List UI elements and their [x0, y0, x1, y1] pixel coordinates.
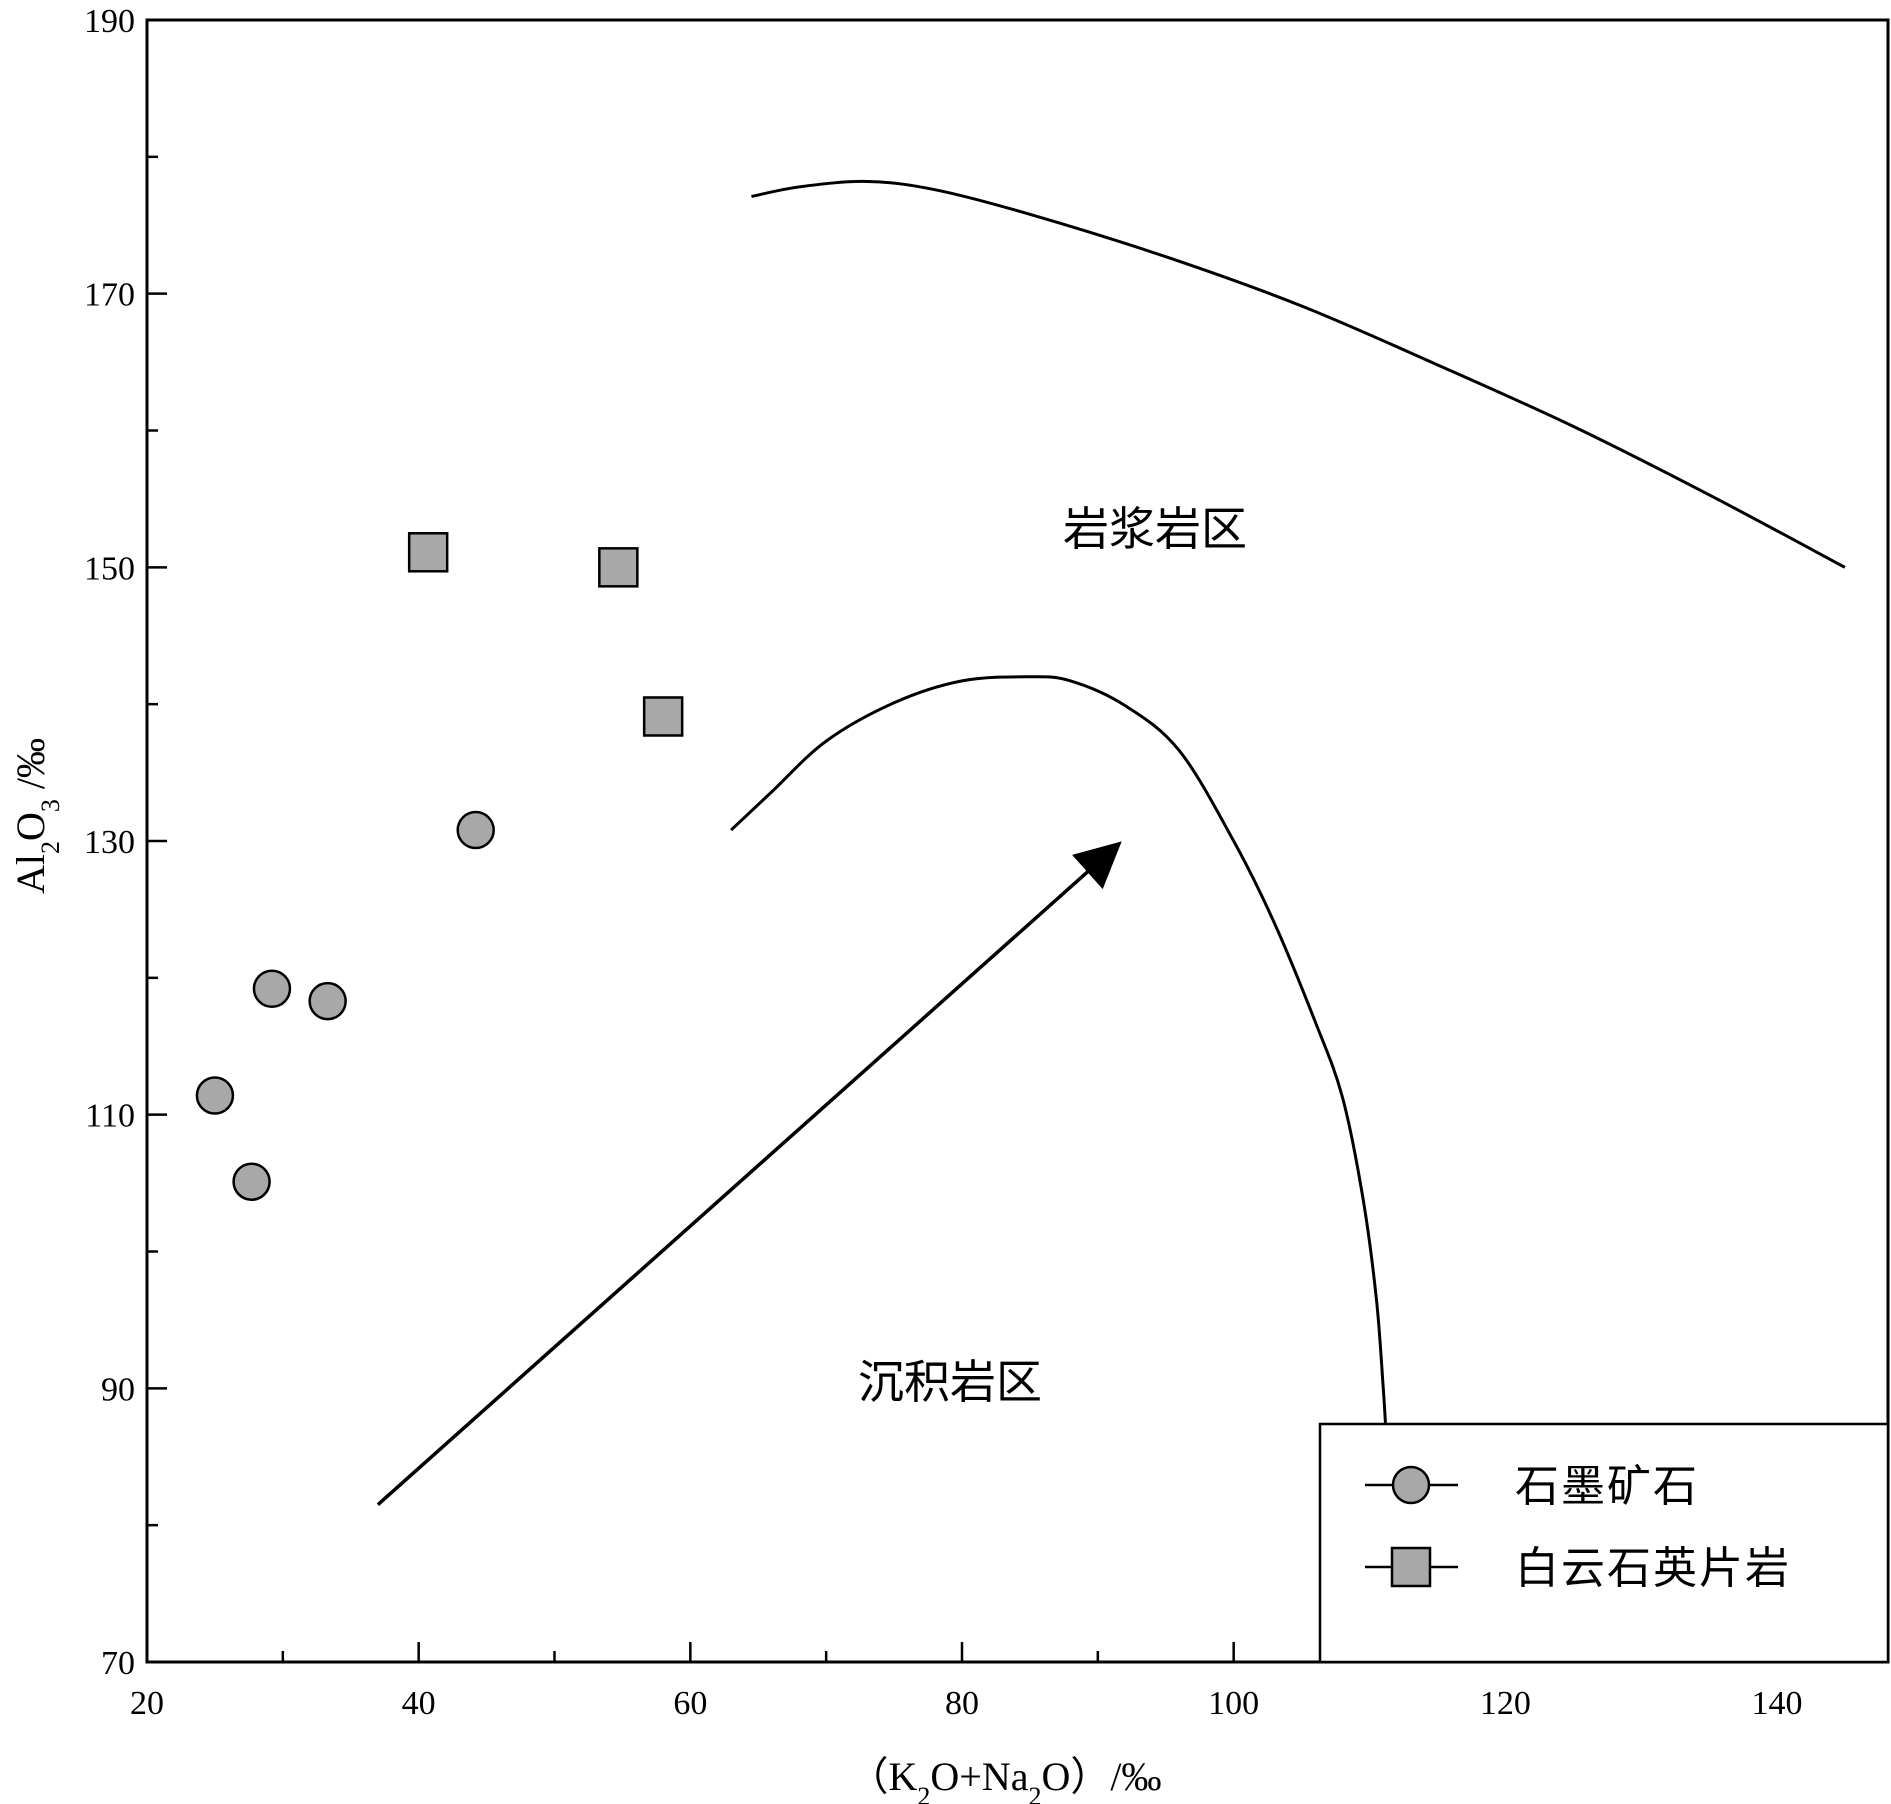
y-tick-label: 190: [84, 3, 135, 40]
point-square: [642, 696, 684, 737]
legend-label: 石墨矿石: [1515, 1461, 1699, 1512]
trend-arrow: [376, 841, 1122, 1506]
y-tick-label: 170: [84, 277, 135, 314]
point-circle: [456, 810, 495, 850]
data-points: [195, 532, 684, 1201]
x-tick-label: 40: [402, 1685, 436, 1722]
point-square: [407, 532, 449, 573]
y-tick-label: 130: [84, 824, 135, 861]
axes: 20 40 60 80 100 120 140 70 90 110 130 150 170 190: [84, 3, 1890, 1722]
y-tick-label: 110: [85, 1098, 135, 1135]
legend-marker-square: [1390, 1546, 1432, 1588]
y-tick-label: 90: [101, 1371, 135, 1408]
point-circle: [195, 1076, 235, 1115]
x-tick-label: 120: [1480, 1685, 1531, 1722]
x-tick-label: 140: [1752, 1685, 1803, 1722]
point-square: [598, 547, 639, 588]
x-tick-label: 60: [673, 1685, 707, 1722]
x-tick-label: 100: [1208, 1685, 1259, 1722]
boundary-curves: [730, 179, 1846, 1430]
legend-box: [1318, 1422, 1890, 1664]
y-tick-label: 70: [101, 1645, 135, 1682]
legend-marker-circle: [1391, 1465, 1431, 1505]
region-label: 岩浆岩区: [1063, 502, 1247, 556]
point-circle: [252, 969, 292, 1009]
point-circle: [308, 981, 347, 1021]
boundary-curve-upper: [751, 179, 1846, 569]
y-tick-label: 150: [84, 550, 135, 587]
x-tick-label: 80: [945, 1685, 979, 1722]
legend-label: 白云石英片岩: [1515, 1543, 1791, 1594]
trend-arrow-line: [376, 841, 1122, 1506]
region-label: 沉积岩区: [858, 1355, 1042, 1409]
x-tick-label: 20: [130, 1685, 164, 1722]
y-axis-title: Al2O3 /‰: [8, 738, 65, 894]
x-axis-title: （K2O+Na2O）/‰: [849, 1754, 1162, 1804]
point-circle: [232, 1162, 271, 1201]
plot-frame: [145, 18, 1890, 1664]
boundary-curve-lower: [730, 675, 1388, 1430]
